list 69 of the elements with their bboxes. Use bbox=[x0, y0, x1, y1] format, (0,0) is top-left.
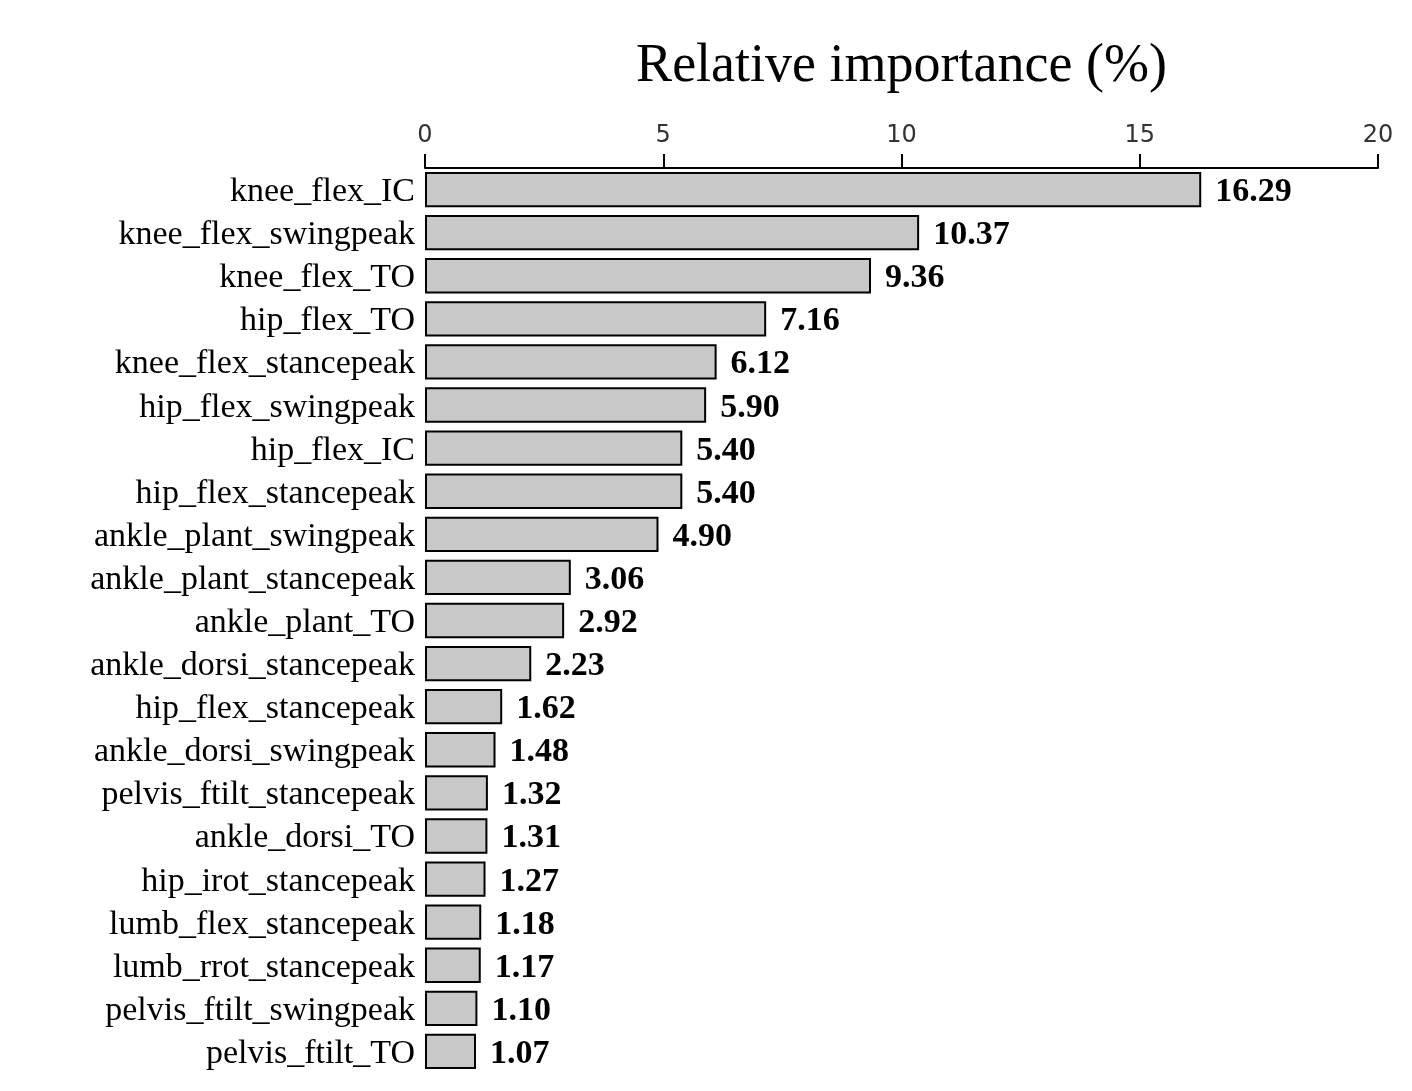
y-tick-label: ankle_plant_TO bbox=[194, 602, 415, 639]
data-label: 1.18 bbox=[495, 903, 555, 941]
bar bbox=[425, 559, 571, 596]
bar bbox=[425, 516, 659, 552]
x-tick-label: 15 bbox=[1124, 120, 1156, 148]
x-tick-label: 5 bbox=[655, 120, 671, 148]
y-tick-label: hip_flex_swingpeak bbox=[139, 386, 415, 424]
bar bbox=[425, 947, 481, 983]
bar bbox=[425, 602, 565, 639]
data-label: 2.23 bbox=[545, 645, 605, 683]
bar bbox=[425, 344, 717, 380]
y-tick-label: ankle_plant_stancepeak bbox=[90, 558, 415, 596]
data-label: 1.32 bbox=[501, 774, 562, 812]
bar bbox=[425, 430, 683, 466]
bar bbox=[425, 1033, 476, 1070]
bar bbox=[425, 171, 1202, 208]
bar bbox=[425, 258, 871, 294]
y-tick-label: knee_flex_TO bbox=[219, 257, 415, 295]
x-tick-label: 0 bbox=[417, 120, 433, 148]
bar bbox=[425, 732, 496, 768]
y-tick-label: lumb_rrot_stancepeak bbox=[112, 946, 415, 984]
data-label: 6.12 bbox=[730, 343, 791, 381]
data-label: 2.92 bbox=[578, 602, 638, 639]
y-tick-label: hip_irot_stancepeak bbox=[141, 860, 415, 898]
y-tick-label: hip_flex_IC bbox=[250, 429, 415, 467]
y-tick-label: ankle_dorsi_swingpeak bbox=[93, 731, 415, 769]
bar bbox=[425, 689, 503, 725]
x-tick-label: 10 bbox=[886, 120, 917, 148]
bar bbox=[425, 904, 482, 940]
data-label: 10.37 bbox=[933, 214, 1010, 252]
data-label: 1.10 bbox=[491, 989, 551, 1027]
bar bbox=[425, 861, 486, 897]
data-label: 1.48 bbox=[509, 731, 570, 769]
x-axis-title: Relative importance (%) bbox=[636, 33, 1167, 93]
bar bbox=[425, 387, 707, 423]
data-label: 16.29 bbox=[1215, 171, 1292, 209]
data-label: 1.31 bbox=[501, 817, 561, 855]
y-tick-label: knee_flex_swingpeak bbox=[118, 214, 415, 252]
data-label: 1.17 bbox=[494, 946, 555, 984]
data-label: 5.90 bbox=[720, 386, 780, 424]
data-label: 5.40 bbox=[696, 472, 756, 510]
y-tick-label: ankle_dorsi_stancepeak bbox=[90, 645, 415, 683]
y-tick-label: lumb_flex_stancepeak bbox=[109, 903, 415, 941]
bar bbox=[425, 301, 767, 337]
y-tick-label: hip_flex_stancepeak bbox=[135, 688, 415, 726]
y-tick-label: pelvis_ftilt_swingpeak bbox=[105, 989, 415, 1027]
bar bbox=[425, 645, 532, 682]
bar bbox=[425, 473, 683, 509]
y-tick-label: hip_flex_TO bbox=[239, 300, 415, 338]
y-tick-label: knee_flex_IC bbox=[229, 171, 415, 209]
bar bbox=[425, 214, 920, 251]
data-label: 9.36 bbox=[885, 257, 945, 295]
y-tick-label: ankle_dorsi_TO bbox=[194, 817, 415, 855]
data-label: 1.07 bbox=[489, 1032, 550, 1070]
bar bbox=[425, 775, 488, 811]
y-tick-label: knee_flex_stancepeak bbox=[114, 343, 415, 381]
y-tick-label: pelvis_ftilt_TO bbox=[205, 1032, 415, 1070]
bar bbox=[425, 818, 488, 854]
data-label: 4.90 bbox=[672, 515, 732, 553]
x-tick-label: 20 bbox=[1362, 120, 1394, 148]
y-tick-label: hip_flex_stancepeak bbox=[135, 472, 415, 510]
data-label: 1.62 bbox=[516, 688, 576, 726]
y-tick-label: ankle_plant_swingpeak bbox=[93, 515, 415, 553]
y-tick-label: pelvis_ftilt_stancepeak bbox=[101, 774, 415, 812]
data-label: 1.27 bbox=[499, 860, 560, 898]
data-label: 3.06 bbox=[584, 558, 645, 596]
data-label: 5.40 bbox=[696, 429, 756, 467]
bar bbox=[425, 990, 478, 1027]
data-label: 7.16 bbox=[780, 300, 840, 338]
